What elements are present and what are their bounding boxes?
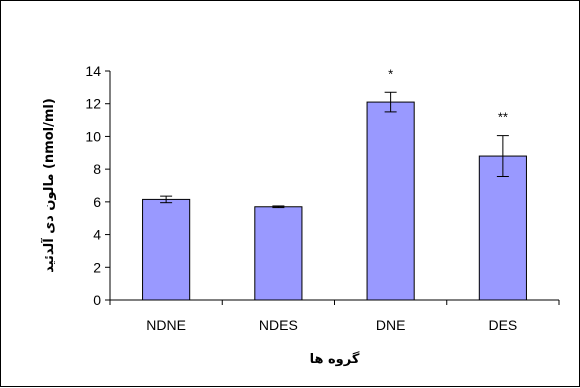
x-axis-title: گروه ها [310, 351, 360, 367]
category-label: DNE [376, 317, 406, 333]
error-bar-des [496, 135, 509, 178]
significance-label: ** [498, 110, 508, 125]
significance-markers: *** [388, 66, 508, 124]
error-bar-ndne [160, 195, 173, 204]
y-tick-label: 4 [93, 227, 101, 243]
y-axis-ticks: 0 2 4 6 8 10 12 14 [85, 63, 110, 308]
bar-ndes [254, 206, 303, 301]
y-tick-label: 14 [85, 63, 101, 79]
category-label: NDES [259, 317, 298, 333]
y-tick-label: 0 [93, 292, 101, 308]
y-tick-label: 10 [85, 128, 101, 144]
category-label: DES [488, 317, 517, 333]
bars [142, 101, 527, 301]
x-axis-categories: NDNE NDES DNE DES [109, 300, 560, 333]
error-bars [160, 91, 509, 209]
y-tick-label: 12 [85, 96, 101, 112]
error-bar-ndes [272, 205, 285, 209]
bar-ndne [142, 198, 191, 301]
bar-dne [366, 101, 415, 301]
y-axis-title: مالون دی آلدئید (nmol/ml) [40, 98, 57, 273]
error-bar-dne [384, 91, 397, 113]
y-tick-label: 2 [93, 259, 101, 275]
significance-label: * [388, 66, 393, 81]
bar-des [478, 155, 527, 301]
category-label: NDNE [146, 317, 186, 333]
y-tick-label: 8 [93, 161, 101, 177]
y-tick-label: 6 [93, 194, 101, 210]
